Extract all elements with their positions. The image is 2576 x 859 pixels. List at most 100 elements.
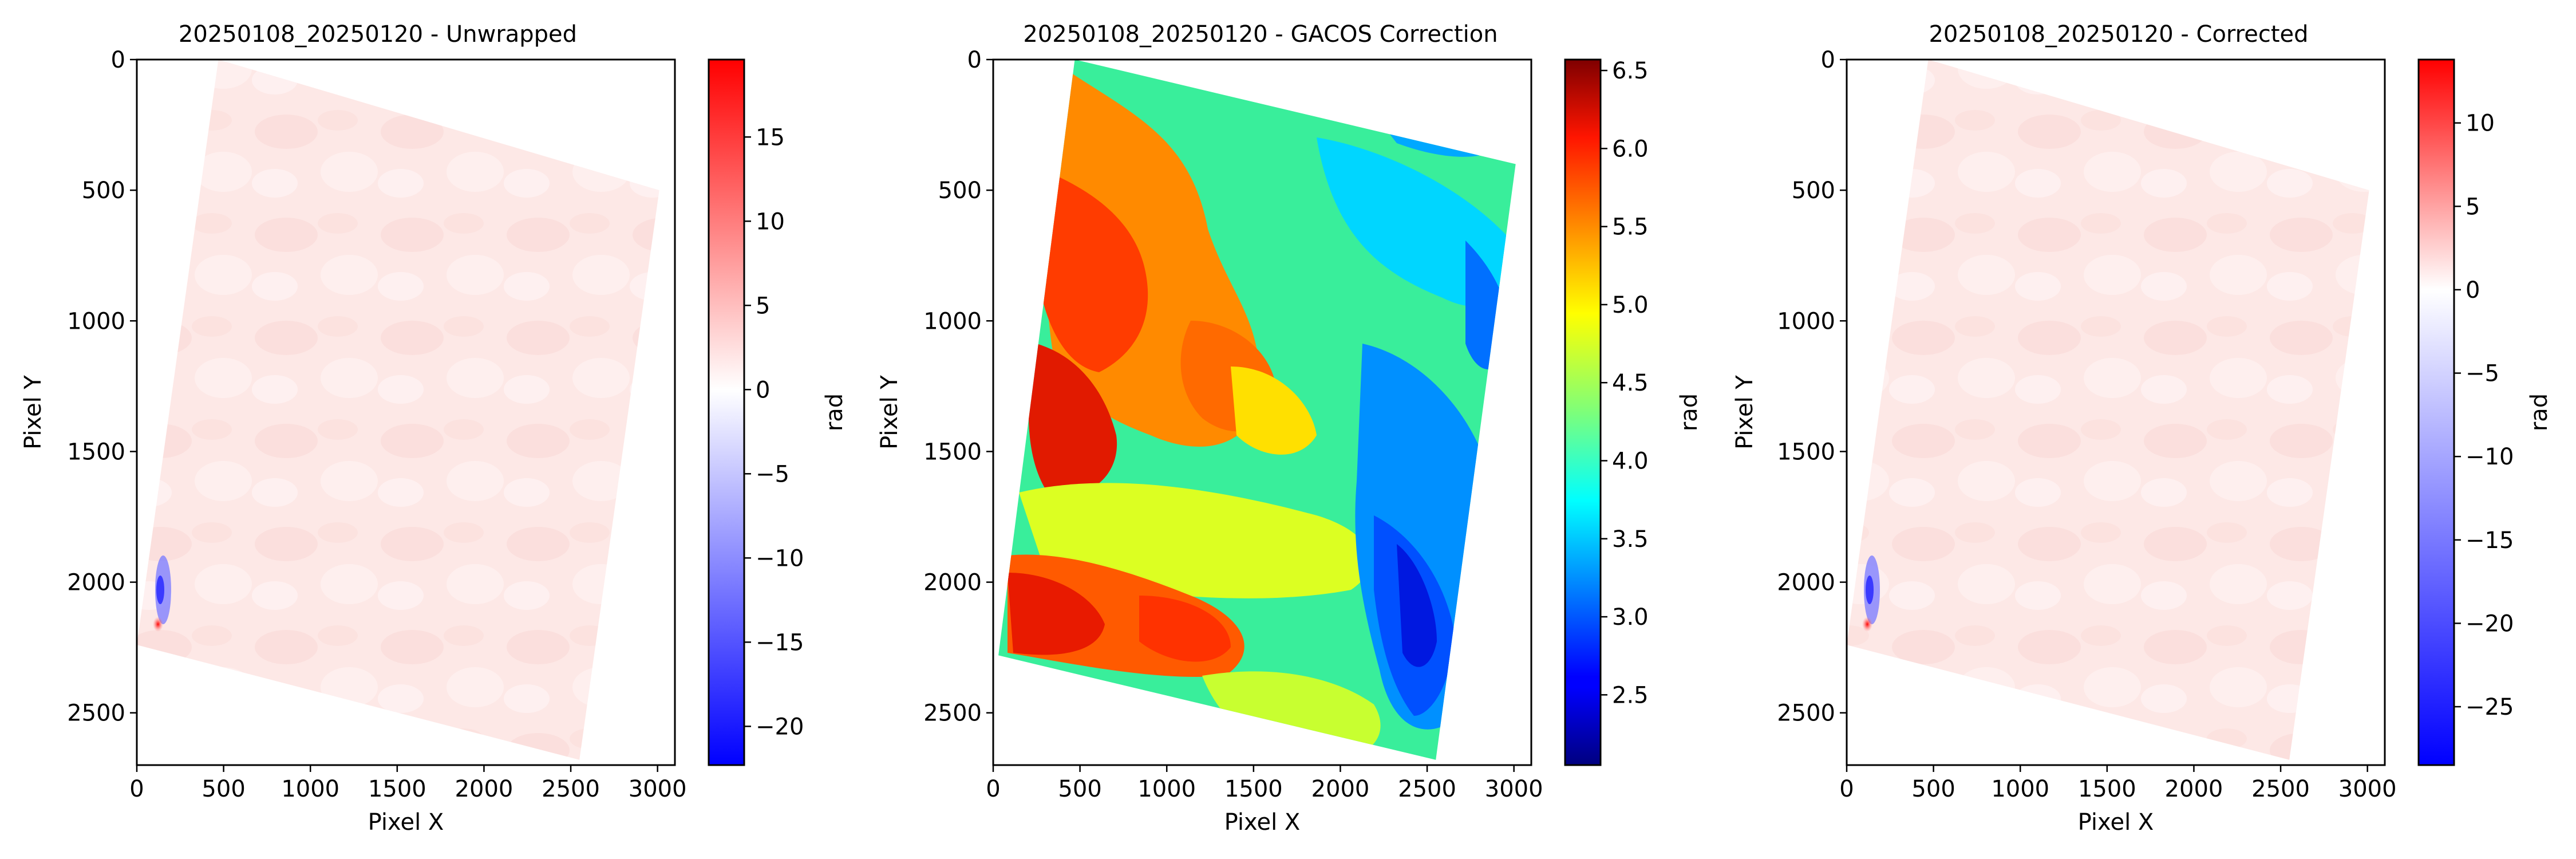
y-tick-label: 2000 <box>923 570 982 596</box>
y-tick-label: 1500 <box>67 439 125 465</box>
unwrapped-image <box>137 60 659 760</box>
x-axis: 0 500 1000 1500 2000 2500 3000 <box>986 765 1543 802</box>
x-tick-label: 1000 <box>1991 776 2049 802</box>
colorbar-tick-label: −10 <box>2466 444 2514 470</box>
y-tick-label: 2000 <box>1777 570 1835 596</box>
colorbar-tick-label: 0 <box>756 377 770 403</box>
x-tick-label: 2500 <box>542 776 600 802</box>
colorbar-tick-label: 0 <box>2466 277 2480 304</box>
x-tick-label: 1500 <box>1224 776 1283 802</box>
colorbar-tick-label: 10 <box>756 208 785 235</box>
x-tick-label: 1000 <box>281 776 339 802</box>
x-tick-label: 2000 <box>455 776 513 802</box>
y-tick-label: 2500 <box>67 700 125 727</box>
colorbar-gradient <box>709 60 744 765</box>
colorbar-tick-label: 15 <box>756 124 785 151</box>
y-axis: 0 500 1000 1500 2000 2500 <box>923 47 993 727</box>
colorbar-label: rad <box>2526 393 2553 431</box>
colorbar-tick-label: −20 <box>2466 610 2514 637</box>
y-tick-label: 0 <box>967 47 982 73</box>
colorbar: 2.5 3.0 3.5 4.0 4.5 5.0 5.5 6.0 6.5 <box>1564 58 1649 766</box>
colorbar-gradient <box>1565 60 1601 765</box>
x-tick-label: 500 <box>202 776 245 802</box>
y-tick-label: 1500 <box>923 439 982 465</box>
edge-anomaly <box>153 555 171 632</box>
x-tick-label: 3000 <box>2338 776 2397 802</box>
x-tick-label: 500 <box>1911 776 1955 802</box>
y-tick-label: 500 <box>1792 178 1835 204</box>
y-tick-label: 1000 <box>1777 308 1835 334</box>
colorbar-tick-label: 5.5 <box>1612 214 1649 241</box>
y-axis: 0 500 1000 1500 2000 2500 <box>67 47 137 727</box>
colorbar-tick-label: −5 <box>756 461 789 487</box>
x-tick-label: 1500 <box>2078 776 2136 802</box>
x-tick-label: 0 <box>986 776 1000 802</box>
colorbar-frame <box>708 58 745 766</box>
colorbar-tick-label: 4.0 <box>1612 448 1649 474</box>
edge-anomaly <box>1862 555 1880 632</box>
colorbar-tick-label: 2.5 <box>1612 682 1649 708</box>
colorbar-tick-label: 6.0 <box>1612 136 1649 162</box>
colorbar-tick-label: 4.5 <box>1612 370 1649 396</box>
y-tick-label: 2500 <box>1777 700 1835 727</box>
y-axis: 0 500 1000 1500 2000 2500 <box>1777 47 1847 727</box>
y-axis-label: Pixel Y <box>1732 375 1758 450</box>
x-tick-label: 1500 <box>368 776 426 802</box>
x-tick-label: 2500 <box>2251 776 2310 802</box>
panel-unwrapped: 20250108_20250120 - Unwrapped 0 500 1000 15… <box>20 21 848 836</box>
colorbar-tick-label: 3.0 <box>1612 604 1649 631</box>
colorbar-tick-label: −15 <box>2466 527 2514 554</box>
y-axis-label: Pixel Y <box>876 375 903 450</box>
colorbar-tick-label: 3.5 <box>1612 526 1649 553</box>
colorbar-frame <box>2417 58 2455 766</box>
x-tick-label: 3000 <box>629 776 687 802</box>
y-tick-label: 2000 <box>67 570 125 596</box>
x-tick-label: 2000 <box>1311 776 1370 802</box>
colorbar-label: rad <box>821 393 848 431</box>
y-tick-label: 2500 <box>923 700 982 727</box>
colorbar-frame <box>1564 58 1602 766</box>
colorbar: −25 −20 −15 −10 −5 0 5 10 <box>2417 58 2514 766</box>
y-tick-label: 1000 <box>67 308 125 334</box>
panel-corrected: 20250108_20250120 - Corrected 0 500 1000 15… <box>1732 21 2553 836</box>
plot-frame <box>1846 58 2386 766</box>
y-tick-label: 0 <box>1821 47 1835 73</box>
gacos-image <box>998 60 1516 760</box>
x-axis: 0 500 1000 1500 2000 2500 3000 <box>129 765 687 802</box>
colorbar-tick-label: 5.0 <box>1612 292 1649 318</box>
x-axis: 0 500 1000 1500 2000 2500 3000 <box>1839 765 2397 802</box>
x-tick-label: 500 <box>1058 776 1101 802</box>
panel-gacos-correction: 20250108_20250120 - GACOS Correction <box>876 21 1702 836</box>
y-tick-label: 1000 <box>923 308 982 334</box>
corrected-image <box>1847 60 2369 760</box>
colorbar-tick-label: 6.5 <box>1612 58 1649 84</box>
colorbar-tick-label: −5 <box>2466 361 2499 387</box>
x-tick-label: 0 <box>129 776 144 802</box>
colorbar-tick-label: 5 <box>756 293 770 319</box>
panel-title: 20250108_20250120 - Corrected <box>1929 21 2308 48</box>
plot-frame <box>136 58 676 766</box>
y-tick-label: 0 <box>111 47 125 73</box>
colorbar-tick-label: −10 <box>756 545 804 572</box>
x-tick-label: 2500 <box>1398 776 1456 802</box>
y-tick-label: 500 <box>938 178 982 204</box>
colorbar: −20 −15 −10 −5 0 5 10 15 <box>708 58 804 766</box>
x-axis-label: Pixel X <box>368 809 444 836</box>
colorbar-gradient <box>2419 60 2454 765</box>
x-tick-label: 0 <box>1839 776 1854 802</box>
colorbar-tick-label: 10 <box>2466 111 2495 137</box>
colorbar-tick-label: −20 <box>756 714 804 740</box>
panel-title: 20250108_20250120 - Unwrapped <box>179 21 577 48</box>
colorbar-tick-label: −25 <box>2466 694 2514 720</box>
colorbar-tick-label: 5 <box>2466 194 2480 220</box>
colorbar-tick-label: −15 <box>756 629 804 656</box>
y-axis-label: Pixel Y <box>20 375 46 450</box>
x-tick-label: 1000 <box>1137 776 1196 802</box>
x-axis-label: Pixel X <box>2078 809 2154 836</box>
y-tick-label: 500 <box>82 178 125 204</box>
x-axis-label: Pixel X <box>1224 809 1301 836</box>
x-tick-label: 2000 <box>2165 776 2223 802</box>
x-tick-label: 3000 <box>1485 776 1543 802</box>
y-tick-label: 1500 <box>1777 439 1835 465</box>
